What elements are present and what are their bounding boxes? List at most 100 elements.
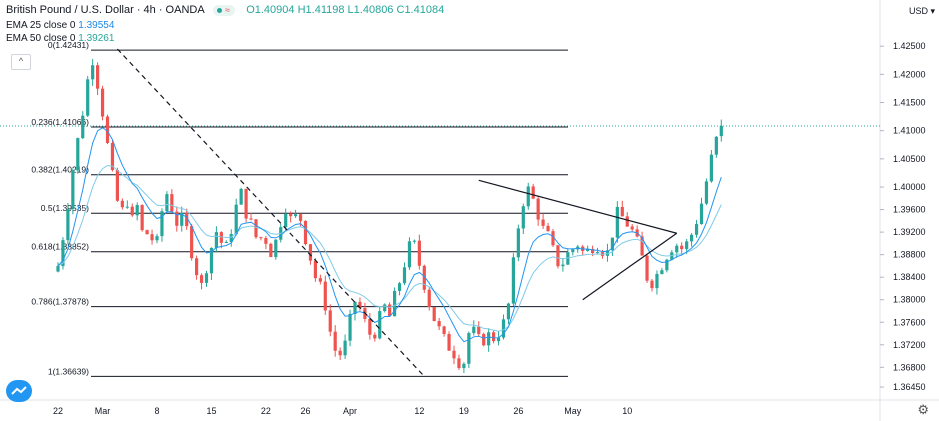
candle-body: [353, 301, 357, 314]
x-tick-label: 15: [206, 406, 216, 416]
candle-body: [586, 248, 590, 252]
candle-body: [264, 237, 268, 244]
candle-body: [645, 255, 649, 281]
x-tick-label: May: [564, 406, 582, 416]
candle-body: [556, 245, 560, 267]
candle-body: [204, 273, 209, 283]
ohlc-open: O1.40904: [246, 4, 295, 16]
x-tick-label: 12: [414, 406, 424, 416]
settings-gear-icon[interactable]: ⚙: [917, 402, 929, 417]
candle-body: [546, 225, 550, 232]
candle-body: [442, 326, 446, 334]
candle-body: [135, 205, 139, 216]
x-tick-label: Apr: [343, 406, 357, 416]
fib-level-label: 0(1.42431): [48, 40, 89, 50]
candle-body: [185, 212, 189, 227]
chart-logo-icon[interactable]: [6, 380, 32, 402]
candle-body: [219, 232, 223, 243]
x-tick-label: 10: [622, 406, 632, 416]
candle-body: [150, 234, 154, 241]
candle-body: [165, 194, 169, 212]
candle-body: [209, 247, 214, 274]
candle-body: [482, 334, 486, 346]
trendline-triangle-upper: [478, 179, 677, 234]
candle-body: [571, 249, 575, 253]
candle-body: [239, 188, 243, 205]
candle-body: [536, 198, 540, 220]
candle-body: [650, 280, 654, 289]
candle-body: [71, 170, 75, 209]
candle-body: [91, 65, 95, 80]
y-tick-label: 1.42000: [893, 69, 926, 79]
ema50-legend[interactable]: EMA 50 close 0 1.39261: [6, 33, 114, 44]
candle-body: [155, 236, 159, 241]
candle-body: [378, 311, 382, 339]
y-tick-label: 1.38800: [893, 250, 926, 260]
candle-body: [526, 186, 530, 207]
symbol-title[interactable]: British Pound / U.S. Dollar · 4h · OANDA: [6, 4, 205, 16]
market-status-icon: ≈: [213, 4, 236, 16]
candle-body: [511, 257, 515, 304]
y-tick-label: 1.39600: [893, 205, 926, 215]
candle-body: [313, 260, 317, 279]
candle-body: [115, 169, 119, 201]
candle-body: [100, 88, 105, 117]
candle-body: [630, 226, 634, 230]
candle-body: [373, 334, 377, 339]
candle-body: [214, 232, 218, 248]
candle-body: [417, 240, 421, 266]
x-tick-label: 26: [300, 406, 310, 416]
candles: [56, 58, 723, 374]
candle-body: [640, 236, 644, 256]
candle-body: [496, 337, 501, 342]
candle-body: [81, 115, 85, 139]
x-tick-label: Mar: [95, 406, 111, 416]
candle-body: [660, 270, 664, 274]
candle-body: [665, 259, 669, 271]
candle-body: [561, 264, 565, 267]
fib-level-label: 0.786(1.37878): [31, 297, 89, 307]
x-tick-label: 22: [261, 406, 271, 416]
fib-level-label: 0.236(1.41066): [31, 117, 89, 127]
ema50-value: 1.39261: [78, 33, 115, 44]
candle-body: [249, 218, 253, 220]
candle-body: [719, 125, 723, 137]
candle-body: [541, 219, 545, 226]
candle-body: [105, 116, 110, 144]
candle-body: [130, 206, 134, 216]
ema25-legend[interactable]: EMA 25 close 0 1.39554: [6, 20, 114, 31]
collapse-legend-icon[interactable]: ^: [11, 54, 31, 70]
candle-body: [610, 237, 614, 251]
candle-body: [675, 245, 679, 253]
y-tick-label: 1.38400: [893, 272, 926, 282]
candle-body: [175, 211, 179, 226]
candle-body: [125, 206, 129, 208]
fib-level-label: 0.382(1.40219): [31, 165, 89, 175]
candle-body: [477, 326, 481, 335]
candle-body: [368, 318, 372, 335]
candle-body: [694, 224, 699, 235]
ohlc-low: L1.40806: [347, 4, 394, 16]
candle-body: [605, 250, 610, 256]
candle-body: [66, 208, 70, 241]
candle-body: [284, 213, 288, 228]
y-tick-label: 1.39200: [893, 227, 926, 237]
candle-body: [259, 237, 263, 239]
candle-body: [110, 143, 115, 170]
candle-body: [531, 186, 535, 199]
candle-body: [506, 303, 511, 320]
x-tick-label: 22: [53, 406, 63, 416]
candle-body: [199, 275, 204, 283]
y-tick-label: 1.41000: [893, 126, 926, 136]
candle-body: [412, 240, 416, 242]
y-tick-label: 1.36450: [893, 382, 926, 392]
candle-body: [234, 204, 238, 235]
candle-body: [388, 304, 392, 317]
candle-body: [393, 290, 397, 317]
candle-body: [521, 206, 525, 229]
candle-body: [714, 136, 718, 155]
candle-body: [348, 313, 352, 341]
currency-label[interactable]: USD ▾: [908, 6, 935, 16]
candle-body: [294, 214, 298, 217]
